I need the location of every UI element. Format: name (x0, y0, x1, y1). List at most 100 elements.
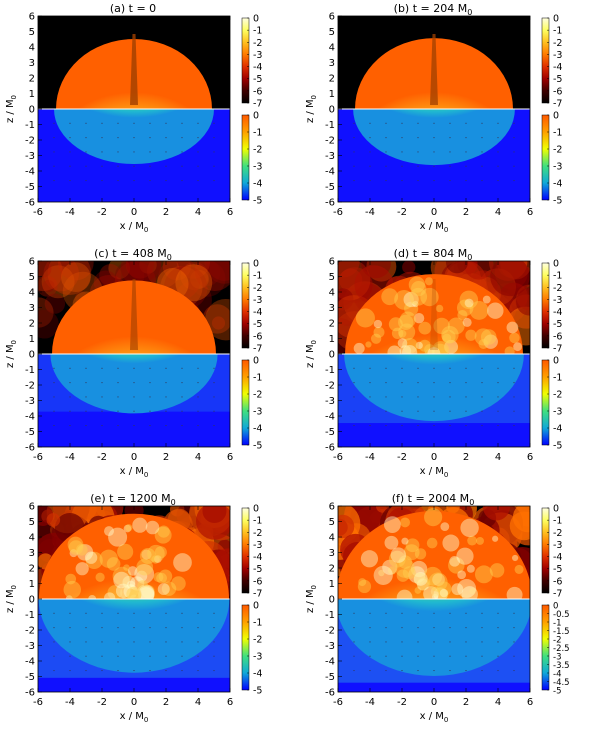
z-tick-label: 0 (329, 105, 335, 116)
z-tick-label: 4 (329, 288, 335, 299)
colorbar-top-tick: -3 (553, 50, 562, 61)
colorbar-top-tick: -2 (253, 528, 262, 539)
z-tick-label: -1 (325, 120, 335, 131)
z-tick-label: 3 (329, 548, 335, 559)
colorbar-top (241, 507, 250, 594)
colorbar-bottom-tick: -2 (553, 636, 561, 646)
density-top-half (338, 261, 530, 354)
z-tick-label: 1 (29, 579, 35, 590)
z-tick-label: 4 (29, 43, 35, 54)
colorbar-top (541, 262, 550, 349)
z-tick-label: 5 (29, 517, 35, 528)
colorbar-bottom-tick: -5 (553, 196, 562, 207)
colorbar-top (241, 262, 250, 349)
z-tick-label: 1 (29, 334, 35, 345)
colorbar-top (241, 17, 250, 104)
colorbar-top-tick: -5 (553, 74, 562, 85)
colorbar-bottom-tick: -1 (253, 373, 262, 384)
z-axis-label: z / M0 (305, 340, 318, 368)
z-tick-label: 6 (329, 257, 335, 268)
colorbar-top-tick: -7 (253, 344, 262, 355)
colorbar-top-tick: -1 (253, 516, 262, 527)
colorbar-bottom (541, 114, 550, 201)
z-tick-label: -4 (325, 412, 335, 423)
z-tick-label: 0 (29, 595, 35, 606)
colorbar-bottom-tick: -4 (553, 424, 562, 435)
colorbar-bottom-tick: -3 (253, 162, 262, 173)
x-tick-label: -4 (365, 452, 375, 463)
colorbar-top-tick: -3 (253, 295, 262, 306)
x-tick-label: -6 (33, 697, 43, 708)
colorbar-top-tick: -6 (253, 331, 262, 342)
colorbar-top-tick: -7 (553, 344, 562, 355)
z-tick-label: 0 (329, 595, 335, 606)
z-tick-label: 2 (329, 564, 335, 575)
panel-c: (c) t = 408 M0 -6 -4 -2 0 2 4 6 6 5 4 3 2 1 0 -1 -2 -3 -4-… (0, 245, 300, 490)
z-axis-label: z / M0 (305, 95, 318, 123)
x-tick-label: 0 (431, 207, 437, 218)
z-tick-label: -1 (325, 610, 335, 621)
z-tick-label: 4 (29, 533, 35, 544)
z-tick-label: -3 (325, 151, 335, 162)
colorbar-bottom-tick: -2 (253, 390, 262, 401)
x-tick-label: 2 (163, 207, 169, 218)
z-axis-label: z / M0 (305, 585, 318, 613)
x-tick-label: -2 (97, 452, 107, 463)
panel-title: (e) t = 1200 M0 (90, 492, 176, 508)
density-bottom-half (38, 354, 230, 447)
z-tick-label: 0 (29, 350, 35, 361)
x-tick-label: 6 (527, 207, 533, 218)
x-tick-label: 2 (463, 207, 469, 218)
x-tick-label: 2 (163, 697, 169, 708)
z-tick-label: -4 (25, 167, 35, 178)
x-tick-label: -4 (65, 452, 75, 463)
colorbar-top-tick: -6 (253, 576, 262, 587)
z-tick-label: -1 (325, 365, 335, 376)
colorbar-bottom-tick: -1 (553, 128, 562, 139)
colorbar-bottom-tick: 0 (553, 602, 558, 612)
x-tick-label: 0 (431, 697, 437, 708)
z-tick-label: -5 (325, 182, 335, 193)
z-tick-label: -4 (325, 167, 335, 178)
panel-title: (a) t = 0 (109, 2, 157, 15)
z-tick-label: -2 (25, 136, 35, 147)
z-tick-label: 2 (29, 74, 35, 85)
z-tick-label: 2 (329, 74, 335, 85)
x-tick-label: -4 (65, 697, 75, 708)
colorbar-top-tick: -5 (253, 564, 262, 575)
z-tick-label: -1 (25, 120, 35, 131)
colorbar-bottom-tick: -2 (553, 390, 562, 401)
density-top-half (38, 506, 230, 599)
colorbar-bottom-tick: -3 (553, 407, 562, 418)
colorbar-bottom-tick: -4 (553, 670, 561, 680)
colorbar-bottom-tick: -4.5 (553, 678, 570, 688)
colorbar-top-tick: -7 (253, 99, 262, 110)
panel-b: (b) t = 204 M0 -6 -4 -2 0 2 4 6 6 5 4 3 2 1 0 -1 -2 -3 -4-… (300, 0, 600, 245)
colorbar-top-tick: -5 (253, 74, 262, 85)
z-tick-label: 0 (329, 350, 335, 361)
x-tick-label: 4 (195, 697, 201, 708)
x-axis-label: x / M0 (420, 711, 449, 724)
x-tick-label: -6 (333, 452, 343, 463)
colorbar-top-tick: -6 (553, 576, 562, 587)
colorbar-top-tick: -4 (553, 552, 562, 563)
colorbar-top-tick: 0 (553, 259, 559, 270)
x-axis-label: x / M0 (120, 711, 149, 724)
z-tick-label: -2 (325, 626, 335, 637)
colorbar-bottom (241, 359, 250, 446)
colorbar-bottom-tick: 0 (553, 111, 559, 122)
z-tick-label: 0 (29, 105, 35, 116)
colorbar-bottom-tick: -5 (253, 196, 262, 207)
z-tick-label: -6 (325, 443, 335, 454)
panel-a: (a) t = 0 -6 -4 -2 0 2 4 6 6 5 4 3 2 1 0 -1 -2 -3 -4 -5 -6 x … (0, 0, 300, 245)
panel-title: (f) t = 2004 M0 (391, 492, 475, 508)
z-tick-label: 5 (329, 27, 335, 38)
z-tick-label: 2 (29, 319, 35, 330)
colorbar-top-tick: -1 (553, 271, 562, 282)
x-tick-label: 4 (495, 207, 501, 218)
z-tick-label: -4 (325, 657, 335, 668)
z-tick-label: 6 (29, 12, 35, 23)
